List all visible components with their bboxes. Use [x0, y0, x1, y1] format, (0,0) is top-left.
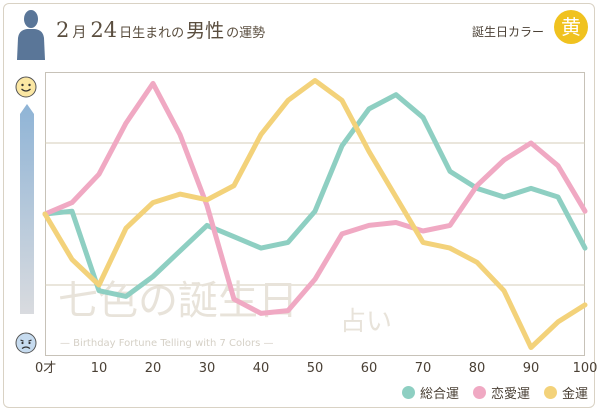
birthday-color-label: 誕生日カラー [471, 25, 544, 39]
legend: 総合運 恋愛運 金運 [401, 383, 588, 402]
title-month-unit: 月 [72, 25, 87, 41]
series-line-money [42, 78, 588, 350]
x-tick-label: 70 [415, 361, 432, 376]
legend-swatch-love [472, 386, 486, 399]
legend-item-money: 金運 [543, 383, 588, 402]
x-tick-label: 100 [573, 361, 598, 376]
series-line-overall [42, 92, 588, 299]
chart-header: 2 月 24 日生まれの 男性 の運勢 誕生日カラー 黄 [4, 4, 596, 60]
legend-swatch-money [543, 386, 557, 399]
fortune-gradient-bar [20, 104, 34, 314]
x-axis-tick-labels: 0才 10 20 30 40 50 60 70 80 90 100 [35, 361, 597, 376]
series-lines [42, 78, 588, 350]
watermark: 七色の誕生日 占い — Birthday Fortune Telling wit… [58, 278, 392, 349]
x-tick-label: 50 [307, 361, 324, 376]
smiley-face-icon [15, 76, 37, 98]
title-month: 2 [56, 18, 70, 42]
x-tick-label: 80 [469, 361, 486, 376]
birthday-color-badge: 黄 [554, 10, 588, 44]
x-tick-label: 60 [361, 361, 378, 376]
title-day: 24 [90, 18, 118, 42]
x-tick-label: 30 [199, 361, 216, 376]
x-tick-label: 10 [91, 361, 108, 376]
x-tick-label: 90 [523, 361, 540, 376]
x-tick-label: 40 [253, 361, 270, 376]
male-person-icon [17, 10, 45, 60]
watermark-caption: — Birthday Fortune Telling with 7 Colors… [60, 338, 274, 349]
legend-swatch-overall [401, 386, 415, 399]
legend-label-money: 金運 [561, 387, 588, 402]
title-text-a: 日生まれの [119, 26, 185, 41]
legend-item-love: 恋愛運 [472, 383, 530, 402]
x-tick-label: 0才 [35, 361, 56, 376]
legend-label-overall: 総合運 [419, 387, 459, 402]
watermark-sub: 占い [340, 307, 392, 337]
legend-item-overall: 総合運 [401, 383, 459, 402]
page-title: 2 月 24 日生まれの 男性 の運勢 [56, 16, 267, 43]
title-text-c: の運勢 [226, 26, 266, 41]
legend-label-love: 恋愛運 [490, 387, 530, 402]
title-text-b: 男性 [186, 20, 225, 42]
worried-face-icon [15, 332, 37, 354]
watermark-main: 七色の誕生日 [58, 278, 298, 324]
series-line-love [42, 80, 588, 316]
x-tick-label: 20 [145, 361, 162, 376]
